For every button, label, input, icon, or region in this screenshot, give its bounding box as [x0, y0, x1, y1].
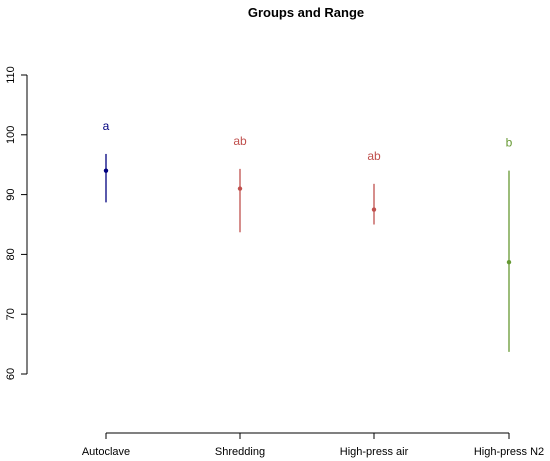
mean-point	[237, 186, 243, 191]
x-tick-label: Autoclave	[82, 446, 130, 458]
x-tick-label: Shredding	[215, 446, 265, 458]
mean-point	[506, 259, 512, 265]
y-tick-label: 80	[5, 248, 17, 260]
y-tick-label: 90	[5, 188, 17, 200]
mean-point	[371, 207, 377, 212]
group-letter-label: ab	[233, 134, 247, 148]
group-letter-label: b	[506, 136, 513, 150]
y-tick-label: 110	[5, 66, 17, 84]
y-tick-label: 70	[5, 308, 17, 320]
y-tick-label: 60	[5, 368, 17, 380]
chart-title: Groups and Range	[248, 5, 364, 20]
y-axis-ticks: 60 70 80 90 100 110	[5, 66, 27, 380]
range-marks: a ab ab b	[103, 119, 513, 352]
x-tick-label: High-press N2	[474, 446, 544, 458]
group-letter-label: a	[103, 119, 110, 133]
y-tick-label: 100	[5, 126, 17, 144]
x-axis-ticks: Autoclave Shredding High-press air High-pre…	[82, 433, 544, 458]
x-tick-label: High-press air	[340, 446, 409, 458]
mean-point	[103, 168, 109, 173]
group-letter-label: ab	[367, 149, 381, 163]
